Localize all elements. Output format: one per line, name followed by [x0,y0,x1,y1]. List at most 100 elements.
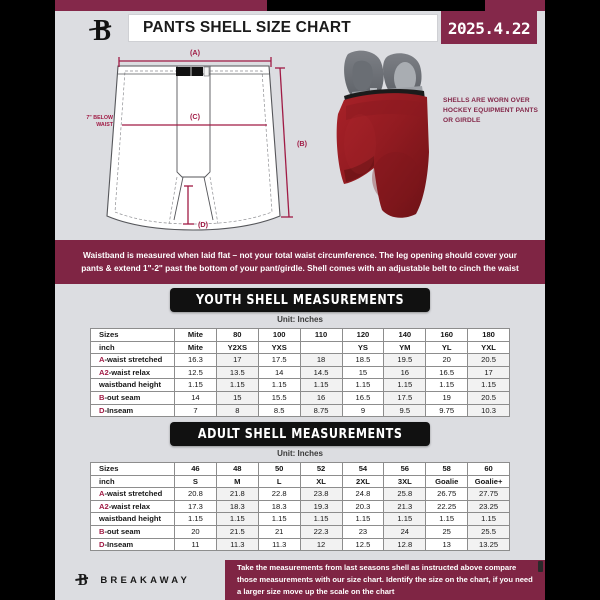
logo-b-glyph: B [93,11,111,47]
row-key-letter: D [99,539,105,549]
table-cell: 25.8 [383,487,427,501]
table-row: waistband height 1.15 1.15 1.15 1.15 1.15 1.15… [90,378,510,392]
footer-logo-icon: B [77,570,88,589]
table-cell: Goalie+ [467,474,510,489]
table-cell: 100 [257,328,301,342]
row-label: waistband height [90,378,175,392]
row-key-letter: B [99,392,105,402]
footer-brand: B BREAKAWAY [65,568,245,592]
table-cell: L [257,474,301,489]
size-chart-page: B PANTS SHELL SIZE CHART 2025.4.22 [55,0,545,600]
adult-heading-text: ADULT SHELL MEASUREMENTS [197,426,403,442]
table-cell: 17.3 [174,499,217,514]
table-row: A-waist stretched 20.8 21.8 22.8 23.8 24.8 25.… [90,487,510,501]
diagram-label-d: (D) [198,220,209,229]
table-cell: 110 [299,328,343,342]
table-cell: Y2XS [215,340,259,355]
table-cell: 12 [299,537,343,552]
table-cell: 22.3 [299,524,343,539]
table-cell: 12.5 [341,537,385,552]
page-title: PANTS SHELL SIZE CHART [143,19,351,36]
table-row: D-Inseam 7 8 8.5 8.75 9 9.5 9.75 10.3 [90,403,510,418]
table-cell: 17 [215,353,259,367]
adult-section-heading: ADULT SHELL MEASUREMENTS [170,422,430,446]
table-row: B-out seam 14 15 15.5 16 16.5 17.5 19 20.5 [90,390,510,405]
table-cell: 10.3 [467,403,510,418]
table-cell: 25.5 [467,524,510,539]
row-label: D-Inseam [90,537,175,552]
table-cell: 50 [257,462,301,476]
page-title-plate: PANTS SHELL SIZE CHART [128,14,438,42]
table-cell: 16.3 [174,353,217,367]
row-label: Sizes [90,462,175,476]
table-cell: 48 [215,462,259,476]
table-cell: 16 [299,390,343,405]
table-row: A2-waist relax 17.3 18.3 18.3 19.3 20.3 21.3 22… [90,499,510,514]
youth-section-heading: YOUTH SHELL MEASUREMENTS [170,288,430,312]
table-cell: 22.25 [425,499,469,514]
row-label: A2-waist relax [90,499,175,514]
table-cell: XL [299,474,343,489]
adult-unit-label: Unit: Inches [277,449,323,458]
table-cell: S [174,474,217,489]
table-cell: 20 [174,524,217,539]
table-cell: 27.75 [467,487,510,501]
top-accent-strip-middle [267,0,485,11]
page-header: B PANTS SHELL SIZE CHART 2025.4.22 [55,11,545,47]
youth-measurements-table: Sizes Mite 80 100 110 120 140 160 180 inch Mite Y2X… [90,328,510,418]
table-cell: 1.15 [257,378,301,392]
table-cell: 9.5 [383,403,427,418]
table-cell: 20.3 [341,499,385,514]
row-label: waistband height [90,512,175,526]
table-cell: YS [341,340,385,355]
row-label: B-out seam [90,524,175,539]
footer-brand-name: BREAKAWAY [100,574,191,586]
table-cell: 14 [257,365,301,380]
row-key-letter: A [99,489,105,499]
table-cell: 11.3 [215,537,259,552]
table-cell: 1.15 [467,378,510,392]
diagram-label-b: (B) [297,139,308,148]
row-key-letter: A [99,355,105,365]
table-row: B-out seam 20 21.5 21 22.3 23 24 25 25.5 [90,524,510,539]
table-cell: 17 [467,365,510,380]
table-cell: 2XL [341,474,385,489]
table-cell: 8.75 [299,403,343,418]
table-cell: 3XL [383,474,427,489]
adult-table-body: Sizes 46 48 50 52 54 56 58 60 inch S M L XL 2XL 3XL Goal… [90,462,510,552]
table-cell: 1.15 [425,512,469,526]
row-label: inch [90,340,175,355]
table-cell: 9.75 [425,403,469,418]
table-cell: 24 [383,524,427,539]
row-label: D-Inseam [90,403,175,418]
table-row: Sizes 46 48 50 52 54 56 58 60 [90,462,510,476]
table-row: A2-waist relax 12.5 13.5 14 14.5 15 16 16.5 17 [90,365,510,380]
table-cell: 7 [174,403,217,418]
table-cell: 11 [174,537,217,552]
adult-measurements-table: Sizes 46 48 50 52 54 56 58 60 inch S M L XL 2XL 3XL Goal… [90,462,510,552]
table-cell: 21 [257,524,301,539]
table-cell: 160 [425,328,469,342]
diagram-section: (A) (B) (C) (D) 7" BELOW WAIST [55,44,545,238]
table-cell: 17.5 [257,353,301,367]
table-cell: 23 [341,524,385,539]
table-cell: 18 [299,353,343,367]
table-cell: 54 [341,462,385,476]
table-cell: 9 [341,403,385,418]
row-key-letter: B [99,526,105,536]
youth-section: YOUTH SHELL MEASUREMENTS Unit: Inches Si… [55,288,545,418]
table-cell: 19.5 [383,353,427,367]
row-label: inch [90,474,175,489]
footer-instructions: Take the measurements from last seasons … [225,560,545,600]
table-cell: Mite [174,340,217,355]
row-key-letter: A2 [99,501,109,511]
table-row: waistband height 1.15 1.15 1.15 1.15 1.15 1.15… [90,512,510,526]
table-cell: 1.15 [215,512,259,526]
table-row: A-waist stretched 16.3 17 17.5 18 18.5 19.5 20 2… [90,353,510,367]
table-cell: 18.3 [257,499,301,514]
table-cell [299,340,343,355]
scroll-indicator[interactable] [538,561,543,572]
table-cell: 23.8 [299,487,343,501]
diagram-label-c: (C) [190,112,201,121]
page-footer: B BREAKAWAY Take the measurements from l… [55,560,545,600]
